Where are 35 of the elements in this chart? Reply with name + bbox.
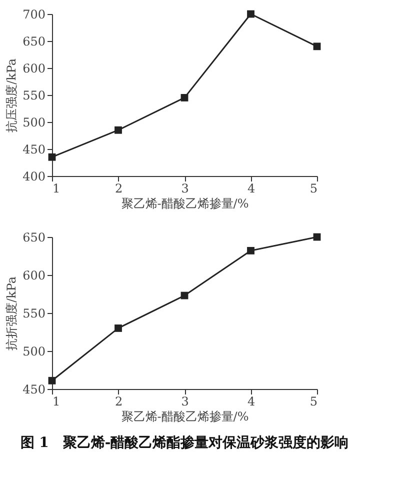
point <box>313 42 321 50</box>
y-tick-label: 650 <box>22 230 46 244</box>
point <box>247 10 254 18</box>
y-tick-label: 650 <box>22 34 46 48</box>
x-tick-label: 5 <box>310 394 318 408</box>
point <box>48 153 56 161</box>
point <box>114 324 122 332</box>
y-axis-title: 抗压强度/kPa <box>4 58 19 133</box>
y-tick-label: 450 <box>22 142 46 156</box>
x-tick-label: 3 <box>181 182 189 196</box>
x-tick-label: 5 <box>310 182 318 196</box>
y-axis-title: 抗折强度/kPa <box>4 276 19 351</box>
y-tick-label: 500 <box>22 116 46 130</box>
point <box>114 126 122 134</box>
y-tick-label: 600 <box>22 62 46 76</box>
x-tick-label: 1 <box>52 394 60 408</box>
y-tick-label: 550 <box>22 88 46 102</box>
x-axis-title: 聚乙烯-醋酸乙烯掺量/% <box>121 196 249 210</box>
x-tick-label: 1 <box>52 182 60 196</box>
x-tick-label: 3 <box>181 394 189 408</box>
y-tick-label: 450 <box>22 382 46 396</box>
x-tick-label: 2 <box>114 182 123 196</box>
point <box>247 246 254 254</box>
point <box>48 376 56 384</box>
x-tick-label: 2 <box>114 394 123 408</box>
y-tick-label: 400 <box>22 170 46 184</box>
y-tick-label: 550 <box>22 306 46 320</box>
x-tick-label: 4 <box>247 182 256 196</box>
y-tick-label: 600 <box>22 268 46 282</box>
point <box>180 94 188 102</box>
x-tick-label: 4 <box>247 394 256 408</box>
x-axis-title: 聚乙烯-醋酸乙烯掺量/% <box>121 410 249 424</box>
y-tick-label: 500 <box>22 344 46 358</box>
y-tick-label: 700 <box>22 8 46 22</box>
caption: 图 1 聚乙烯-醋酸乙烯酯掺量对保温砂浆强度的影响 <box>20 434 349 451</box>
